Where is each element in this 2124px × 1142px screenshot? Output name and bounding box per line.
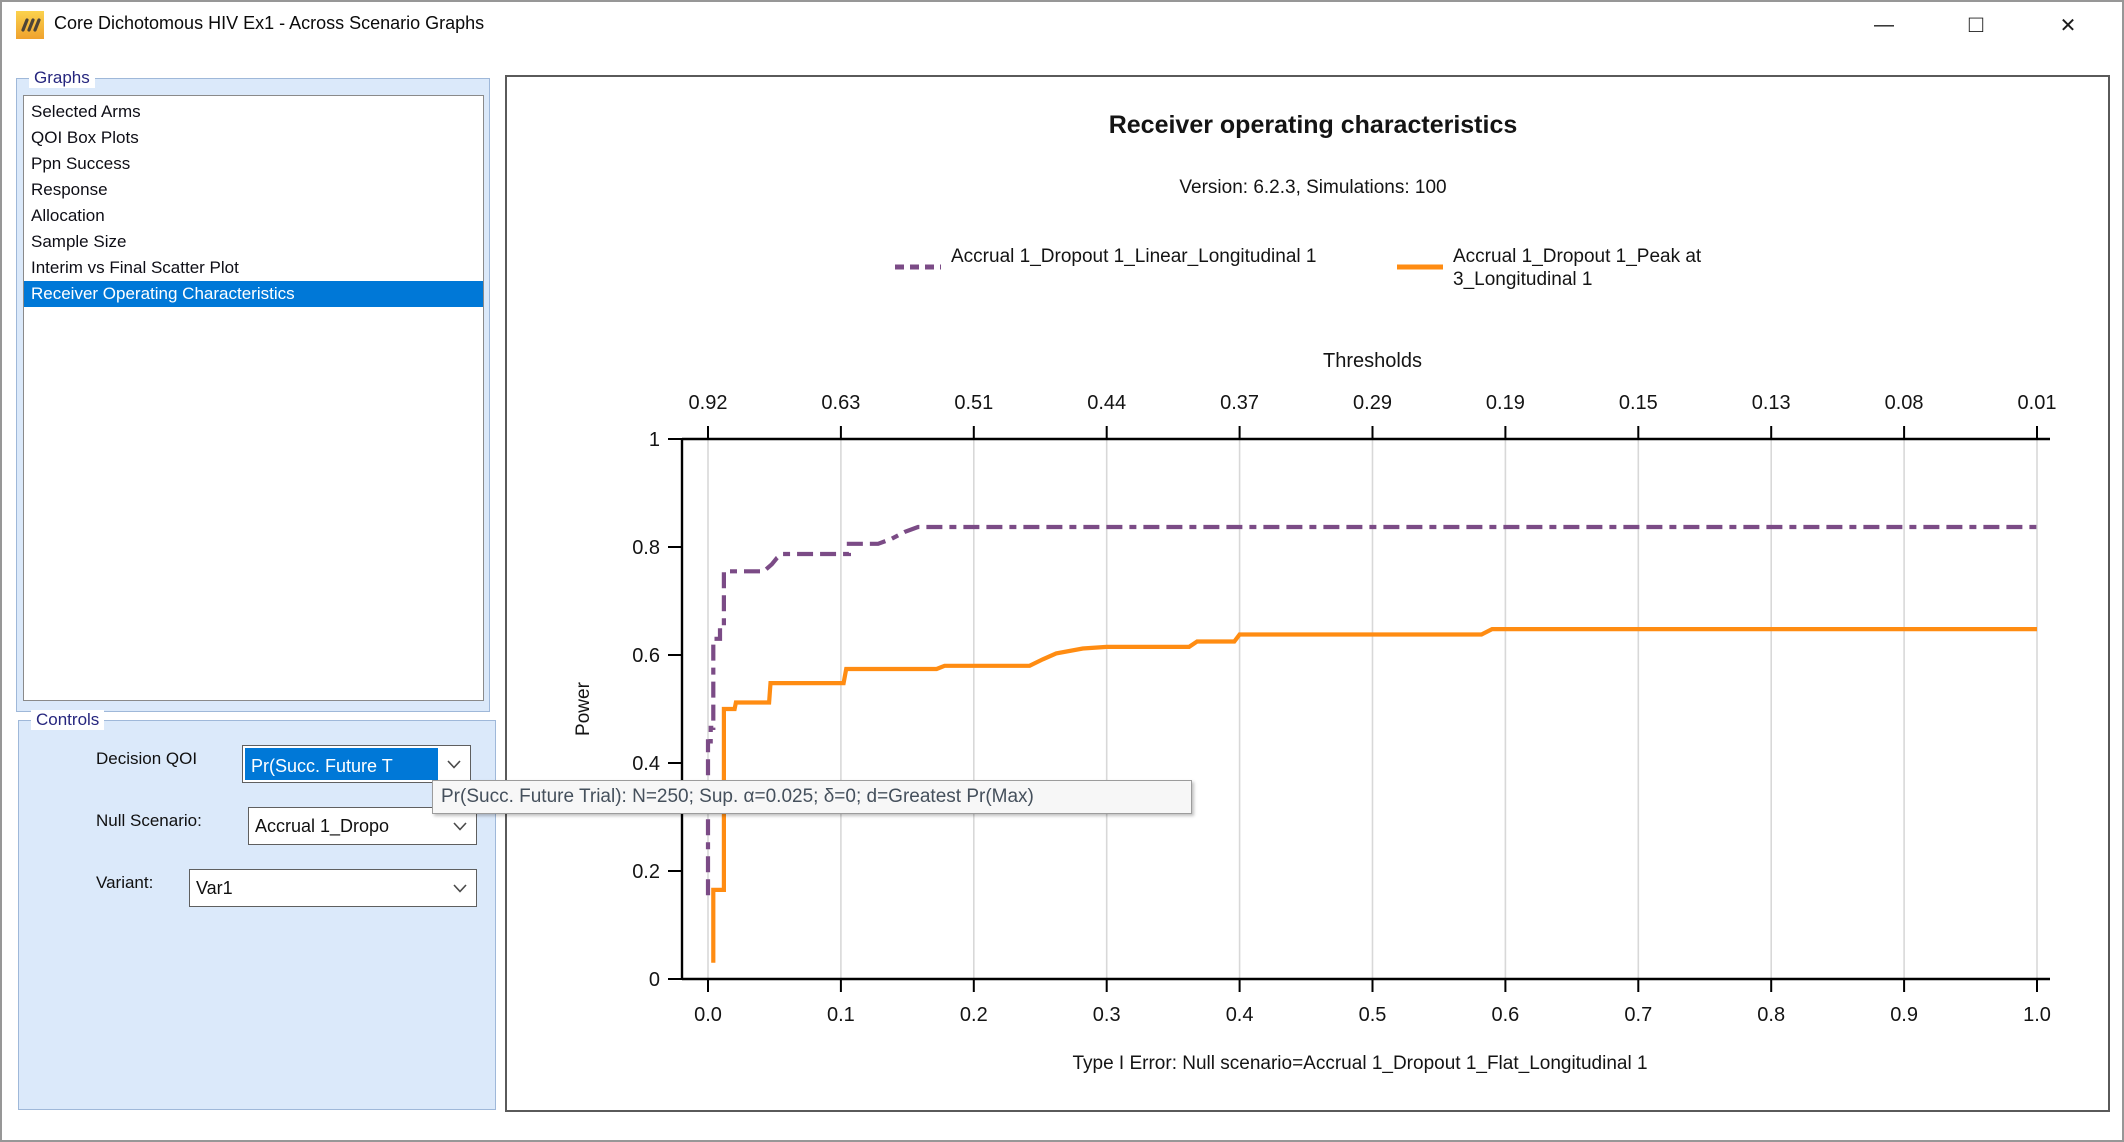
variant-value: Var1 bbox=[196, 878, 233, 898]
svg-text:0.19: 0.19 bbox=[1486, 392, 1525, 414]
list-item[interactable]: Ppn Success bbox=[31, 154, 131, 173]
svg-text:Receiver operating characteris: Receiver operating characteristics bbox=[1109, 111, 1518, 139]
svg-text:0.92: 0.92 bbox=[689, 392, 728, 414]
svg-text:Thresholds: Thresholds bbox=[1323, 350, 1422, 372]
svg-text:0.15: 0.15 bbox=[1619, 392, 1658, 414]
list-item[interactable]: Receiver Operating Characteristics bbox=[24, 281, 483, 307]
svg-text:0.8: 0.8 bbox=[1757, 1004, 1785, 1026]
legend-item: Accrual 1_Dropout 1_Peak at 3_Longitudin… bbox=[1397, 245, 1703, 291]
svg-text:0.37: 0.37 bbox=[1220, 392, 1259, 414]
svg-text:0.7: 0.7 bbox=[1624, 1004, 1652, 1026]
svg-text:0.01: 0.01 bbox=[2018, 392, 2057, 414]
svg-text:0.2: 0.2 bbox=[632, 861, 660, 883]
window-title: Core Dichotomous HIV Ex1 - Across Scenar… bbox=[54, 13, 485, 33]
svg-text:1: 1 bbox=[649, 429, 660, 451]
svg-text:0: 0 bbox=[649, 969, 660, 991]
tooltip: Pr(Succ. Future Trial): N=250; Sup. α=0.… bbox=[432, 780, 1192, 814]
svg-text:0.4: 0.4 bbox=[1226, 1004, 1254, 1026]
null-scenario-combobox[interactable]: Accrual 1_Dropo bbox=[248, 807, 477, 845]
legend-item: Accrual 1_Dropout 1_Linear_Longitudinal … bbox=[895, 245, 1341, 291]
legend-line-sample bbox=[1397, 257, 1443, 275]
decision-qoi-combobox[interactable]: Pr(Succ. Future T bbox=[242, 745, 471, 783]
svg-text:1.0: 1.0 bbox=[2023, 1004, 2051, 1026]
chart-legend: Accrual 1_Dropout 1_Linear_Longitudinal … bbox=[895, 245, 1703, 291]
maximize-button[interactable]: □ bbox=[1968, 11, 1984, 38]
list-item[interactable]: Selected Arms bbox=[31, 102, 141, 121]
list-item[interactable]: QOI Box Plots bbox=[31, 128, 139, 147]
svg-text:0.0: 0.0 bbox=[694, 1004, 722, 1026]
variant-label: Variant: bbox=[96, 873, 154, 892]
svg-text:Version: 6.2.3, Simulations: 1: Version: 6.2.3, Simulations: 100 bbox=[1179, 177, 1446, 198]
chevron-down-icon[interactable] bbox=[444, 808, 476, 844]
chevron-down-icon[interactable] bbox=[444, 870, 476, 906]
list-item[interactable]: Interim vs Final Scatter Plot bbox=[31, 258, 239, 277]
minimize-button[interactable]: — bbox=[1874, 13, 1894, 36]
close-button[interactable]: ✕ bbox=[2059, 14, 2077, 37]
controls-groupbox-label: Controls bbox=[31, 710, 105, 730]
svg-text:0.6: 0.6 bbox=[1491, 1004, 1519, 1026]
svg-text:0.3: 0.3 bbox=[1093, 1004, 1121, 1026]
legend-line-sample bbox=[895, 257, 941, 275]
svg-text:0.1: 0.1 bbox=[827, 1004, 855, 1026]
graphs-groupbox: Graphs Selected Arms QOI Box Plots Ppn Suc… bbox=[16, 68, 490, 712]
svg-text:0.9: 0.9 bbox=[1890, 1004, 1918, 1026]
svg-text:0.44: 0.44 bbox=[1087, 392, 1126, 414]
list-item[interactable]: Sample Size bbox=[31, 232, 127, 251]
svg-text:0.63: 0.63 bbox=[821, 392, 860, 414]
svg-text:0.13: 0.13 bbox=[1752, 392, 1791, 414]
graphs-groupbox-label: Graphs bbox=[29, 68, 95, 88]
decision-qoi-value: Pr(Succ. Future T bbox=[245, 748, 438, 780]
legend-label: Accrual 1_Dropout 1_Linear_Longitudinal … bbox=[951, 246, 1317, 267]
svg-text:0.29: 0.29 bbox=[1353, 392, 1392, 414]
app-logo-icon bbox=[16, 11, 44, 39]
variant-combobox[interactable]: Var1 bbox=[189, 869, 477, 907]
title-bar: Core Dichotomous HIV Ex1 - Across Scenar… bbox=[2, 2, 2122, 48]
legend-label: Accrual 1_Dropout 1_Peak at 3_Longitudin… bbox=[1453, 246, 1702, 290]
svg-text:0.08: 0.08 bbox=[1885, 392, 1924, 414]
svg-text:Type I Error: Null scenario=Ac: Type I Error: Null scenario=Accrual 1_Dr… bbox=[1072, 1053, 1647, 1074]
list-item[interactable]: Response bbox=[31, 180, 108, 199]
svg-text:0.2: 0.2 bbox=[960, 1004, 988, 1026]
chevron-down-icon[interactable] bbox=[438, 746, 470, 782]
decision-qoi-label: Decision QOI bbox=[96, 749, 198, 768]
null-scenario-value: Accrual 1_Dropo bbox=[255, 816, 390, 836]
svg-text:0.4: 0.4 bbox=[632, 753, 660, 775]
svg-text:0.5: 0.5 bbox=[1359, 1004, 1387, 1026]
svg-text:Power: Power bbox=[573, 681, 594, 736]
window-controls: — □ ✕ bbox=[1838, 2, 2114, 48]
svg-text:0.51: 0.51 bbox=[954, 392, 993, 414]
null-scenario-label: Null Scenario: bbox=[96, 811, 202, 830]
chart-panel: 0.92 0.0 0.63 0.1 0.51 0.2 0.44 0.3 0.37 0.4 0.29 0… bbox=[505, 75, 2110, 1112]
graphs-listbox[interactable]: Selected Arms QOI Box Plots Ppn Success Res… bbox=[23, 95, 484, 701]
svg-text:0.6: 0.6 bbox=[632, 645, 660, 667]
controls-groupbox: Controls Decision QOI Pr(Succ. Future T … bbox=[18, 710, 496, 1110]
svg-text:0.8: 0.8 bbox=[632, 537, 660, 559]
roc-chart: 0.920.00.630.10.510.20.440.30.370.40.290… bbox=[573, 111, 2057, 1074]
list-item[interactable]: Allocation bbox=[31, 206, 105, 225]
